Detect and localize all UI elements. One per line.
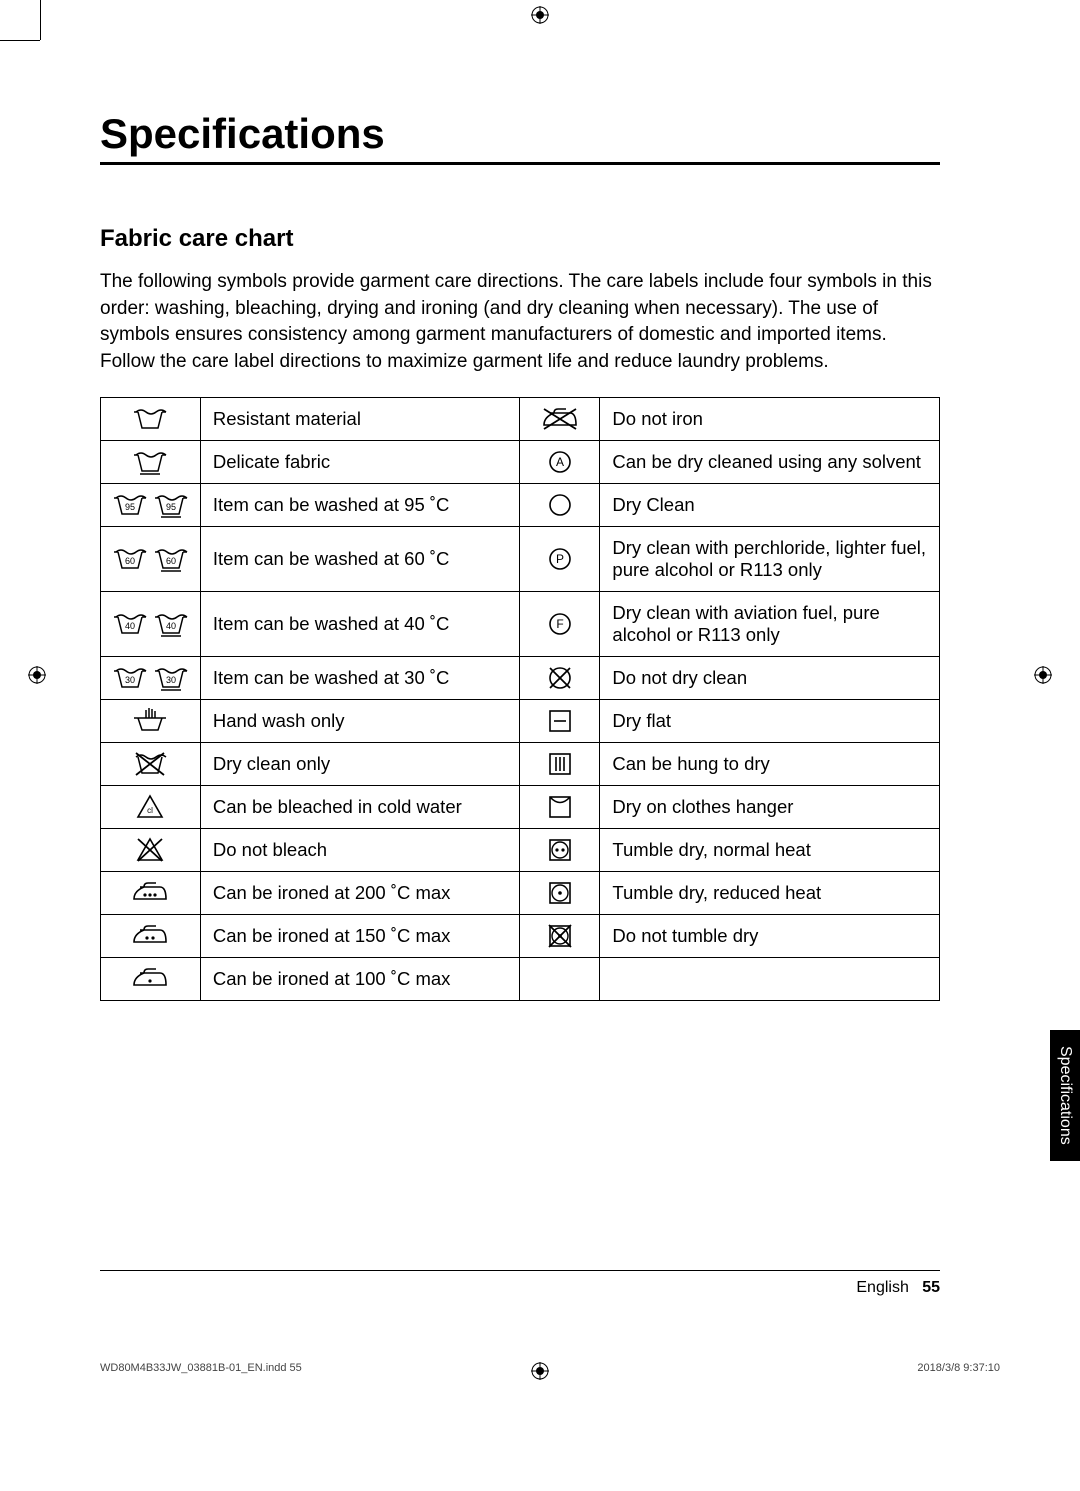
svg-text:40: 40 <box>125 621 135 631</box>
left-icon-cell <box>101 700 201 743</box>
left-desc: Item can be washed at 40 ˚C <box>200 592 520 657</box>
table-row: Hand wash only Dry flat <box>101 700 940 743</box>
reg-mark-top <box>531 6 549 24</box>
table-row: Delicate fabric A Can be dry cleaned usi… <box>101 441 940 484</box>
right-icon-cell <box>520 700 600 743</box>
svg-text:30: 30 <box>166 675 176 685</box>
left-desc: Can be bleached in cold water <box>200 786 520 829</box>
left-icon-cell <box>101 872 201 915</box>
table-row: Dry clean only Can be hung to dry <box>101 743 940 786</box>
right-desc: Tumble dry, normal heat <box>600 829 940 872</box>
left-desc: Resistant material <box>200 398 520 441</box>
right-icon-cell <box>520 915 600 958</box>
left-icon-cell <box>101 915 201 958</box>
left-icon-cell: 95 95 <box>101 484 201 527</box>
svg-text:60: 60 <box>125 556 135 566</box>
table-row: Can be ironed at 100 ˚C max <box>101 958 940 1001</box>
right-desc: Tumble dry, reduced heat <box>600 872 940 915</box>
left-icon-cell: cl <box>101 786 201 829</box>
svg-text:60: 60 <box>166 556 176 566</box>
right-icon-cell <box>520 484 600 527</box>
table-row: Can be ironed at 150 ˚C max Do not tumbl… <box>101 915 940 958</box>
table-row: 95 95 Item can be washed at 95 ˚C Dry Cl… <box>101 484 940 527</box>
imprint-date: 2018/3/8 9:37:10 <box>917 1362 1000 1374</box>
left-desc: Dry clean only <box>200 743 520 786</box>
intro-text: The following symbols provide garment ca… <box>100 269 940 375</box>
side-tab: Specifications <box>1050 1030 1080 1161</box>
left-desc: Can be ironed at 200 ˚C max <box>200 872 520 915</box>
table-row: 40 40 Item can be washed at 40 ˚C F Dry … <box>101 592 940 657</box>
left-desc: Hand wash only <box>200 700 520 743</box>
left-icon-cell <box>101 958 201 1001</box>
left-desc: Can be ironed at 150 ˚C max <box>200 915 520 958</box>
left-desc: Item can be washed at 95 ˚C <box>200 484 520 527</box>
reg-mark-left <box>28 666 46 684</box>
svg-text:95: 95 <box>166 502 176 512</box>
page-content: Specifications Fabric care chart The fol… <box>100 110 940 1001</box>
left-icon-cell <box>101 829 201 872</box>
fabric-care-table: Resistant material Do not iron Delicate … <box>100 397 940 1001</box>
footer-lang: English <box>856 1279 908 1296</box>
svg-text:40: 40 <box>166 621 176 631</box>
right-desc: Can be hung to dry <box>600 743 940 786</box>
table-row: Resistant material Do not iron <box>101 398 940 441</box>
right-icon-cell <box>520 398 600 441</box>
right-icon-cell <box>520 786 600 829</box>
right-desc: Do not tumble dry <box>600 915 940 958</box>
left-icon-cell <box>101 398 201 441</box>
left-icon-cell: 40 40 <box>101 592 201 657</box>
page-title: Specifications <box>100 110 940 158</box>
left-icon-cell <box>101 743 201 786</box>
right-icon-cell <box>520 743 600 786</box>
left-desc: Item can be washed at 60 ˚C <box>200 527 520 592</box>
footer-page: 55 <box>922 1279 940 1296</box>
right-icon-cell <box>520 829 600 872</box>
right-desc: Dry clean with aviation fuel, pure alcoh… <box>600 592 940 657</box>
crop-mark <box>0 40 40 41</box>
left-desc: Delicate fabric <box>200 441 520 484</box>
left-desc: Item can be washed at 30 ˚C <box>200 657 520 700</box>
page-footer: English 55 <box>100 1270 940 1297</box>
right-desc <box>600 958 940 1001</box>
svg-text:A: A <box>556 455 564 469</box>
svg-text:95: 95 <box>125 502 135 512</box>
left-icon-cell: 60 60 <box>101 527 201 592</box>
right-icon-cell: A <box>520 441 600 484</box>
right-icon-cell <box>520 872 600 915</box>
svg-text:F: F <box>556 617 563 631</box>
right-icon-cell <box>520 958 600 1001</box>
section-title: Fabric care chart <box>100 225 940 253</box>
right-desc: Dry Clean <box>600 484 940 527</box>
table-row: Can be ironed at 200 ˚C max Tumble dry, … <box>101 872 940 915</box>
table-row: cl Can be bleached in cold water Dry on … <box>101 786 940 829</box>
svg-text:30: 30 <box>125 675 135 685</box>
right-desc: Dry on clothes hanger <box>600 786 940 829</box>
title-rule <box>100 162 940 165</box>
left-icon-cell <box>101 441 201 484</box>
right-desc: Dry clean with perchloride, lighter fuel… <box>600 527 940 592</box>
right-desc: Do not iron <box>600 398 940 441</box>
table-row: 60 60 Item can be washed at 60 ˚C P Dry … <box>101 527 940 592</box>
left-desc: Do not bleach <box>200 829 520 872</box>
svg-text:P: P <box>556 552 564 566</box>
reg-mark-right <box>1034 666 1052 684</box>
right-desc: Do not dry clean <box>600 657 940 700</box>
table-row: Do not bleach Tumble dry, normal heat <box>101 829 940 872</box>
table-row: 30 30 Item can be washed at 30 ˚C Do not… <box>101 657 940 700</box>
right-desc: Can be dry cleaned using any solvent <box>600 441 940 484</box>
imprint-file: WD80M4B33JW_03881B-01_EN.indd 55 <box>100 1362 302 1374</box>
right-icon-cell <box>520 657 600 700</box>
right-icon-cell: F <box>520 592 600 657</box>
left-desc: Can be ironed at 100 ˚C max <box>200 958 520 1001</box>
svg-text:cl: cl <box>148 806 154 815</box>
crop-mark <box>40 0 41 40</box>
imprint: WD80M4B33JW_03881B-01_EN.indd 55 2018/3/… <box>100 1362 1000 1374</box>
left-icon-cell: 30 30 <box>101 657 201 700</box>
right-icon-cell: P <box>520 527 600 592</box>
right-desc: Dry flat <box>600 700 940 743</box>
